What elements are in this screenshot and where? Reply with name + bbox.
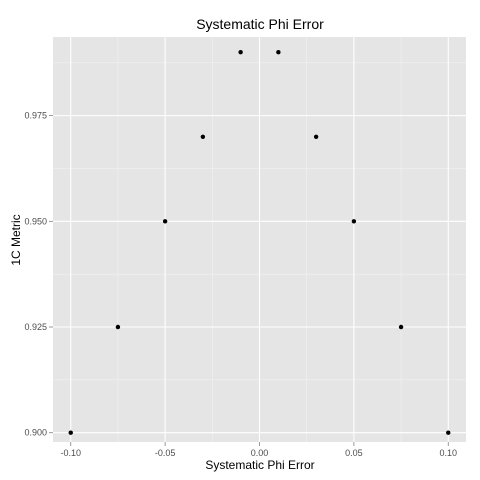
y-axis-ticks: 0.900 0.925 0.950 0.975 — [24, 111, 53, 438]
x-axis-label: Systematic Phi Error — [205, 458, 314, 472]
data-point — [200, 134, 206, 139]
y-tick-label: 0.900 — [24, 428, 47, 438]
major-gridlines — [53, 37, 466, 442]
data-point — [238, 50, 243, 55]
x-tick-label: -0.05 — [155, 448, 176, 458]
y-axis-label: 1C Metric — [9, 214, 23, 265]
x-axis-ticks: -0.10 -0.05 0.00 0.05 0.10 — [60, 442, 457, 458]
data-point — [398, 324, 404, 330]
data-point — [446, 430, 451, 435]
chart-title: Systematic Phi Error — [196, 16, 324, 32]
data-point — [115, 324, 121, 330]
x-tick-label: 0.10 — [439, 448, 457, 458]
data-point — [162, 219, 168, 224]
y-tick-label: 0.975 — [24, 111, 47, 121]
data-point — [313, 134, 319, 139]
y-tick-label: 0.925 — [24, 322, 47, 332]
data-point — [68, 430, 73, 435]
x-tick-label: 0.05 — [345, 448, 363, 458]
y-tick-label: 0.950 — [24, 216, 47, 226]
data-point — [351, 219, 357, 224]
x-tick-label: -0.10 — [60, 448, 81, 458]
x-tick-label: 0.00 — [251, 448, 269, 458]
data-points — [68, 50, 451, 435]
data-point — [276, 50, 281, 55]
